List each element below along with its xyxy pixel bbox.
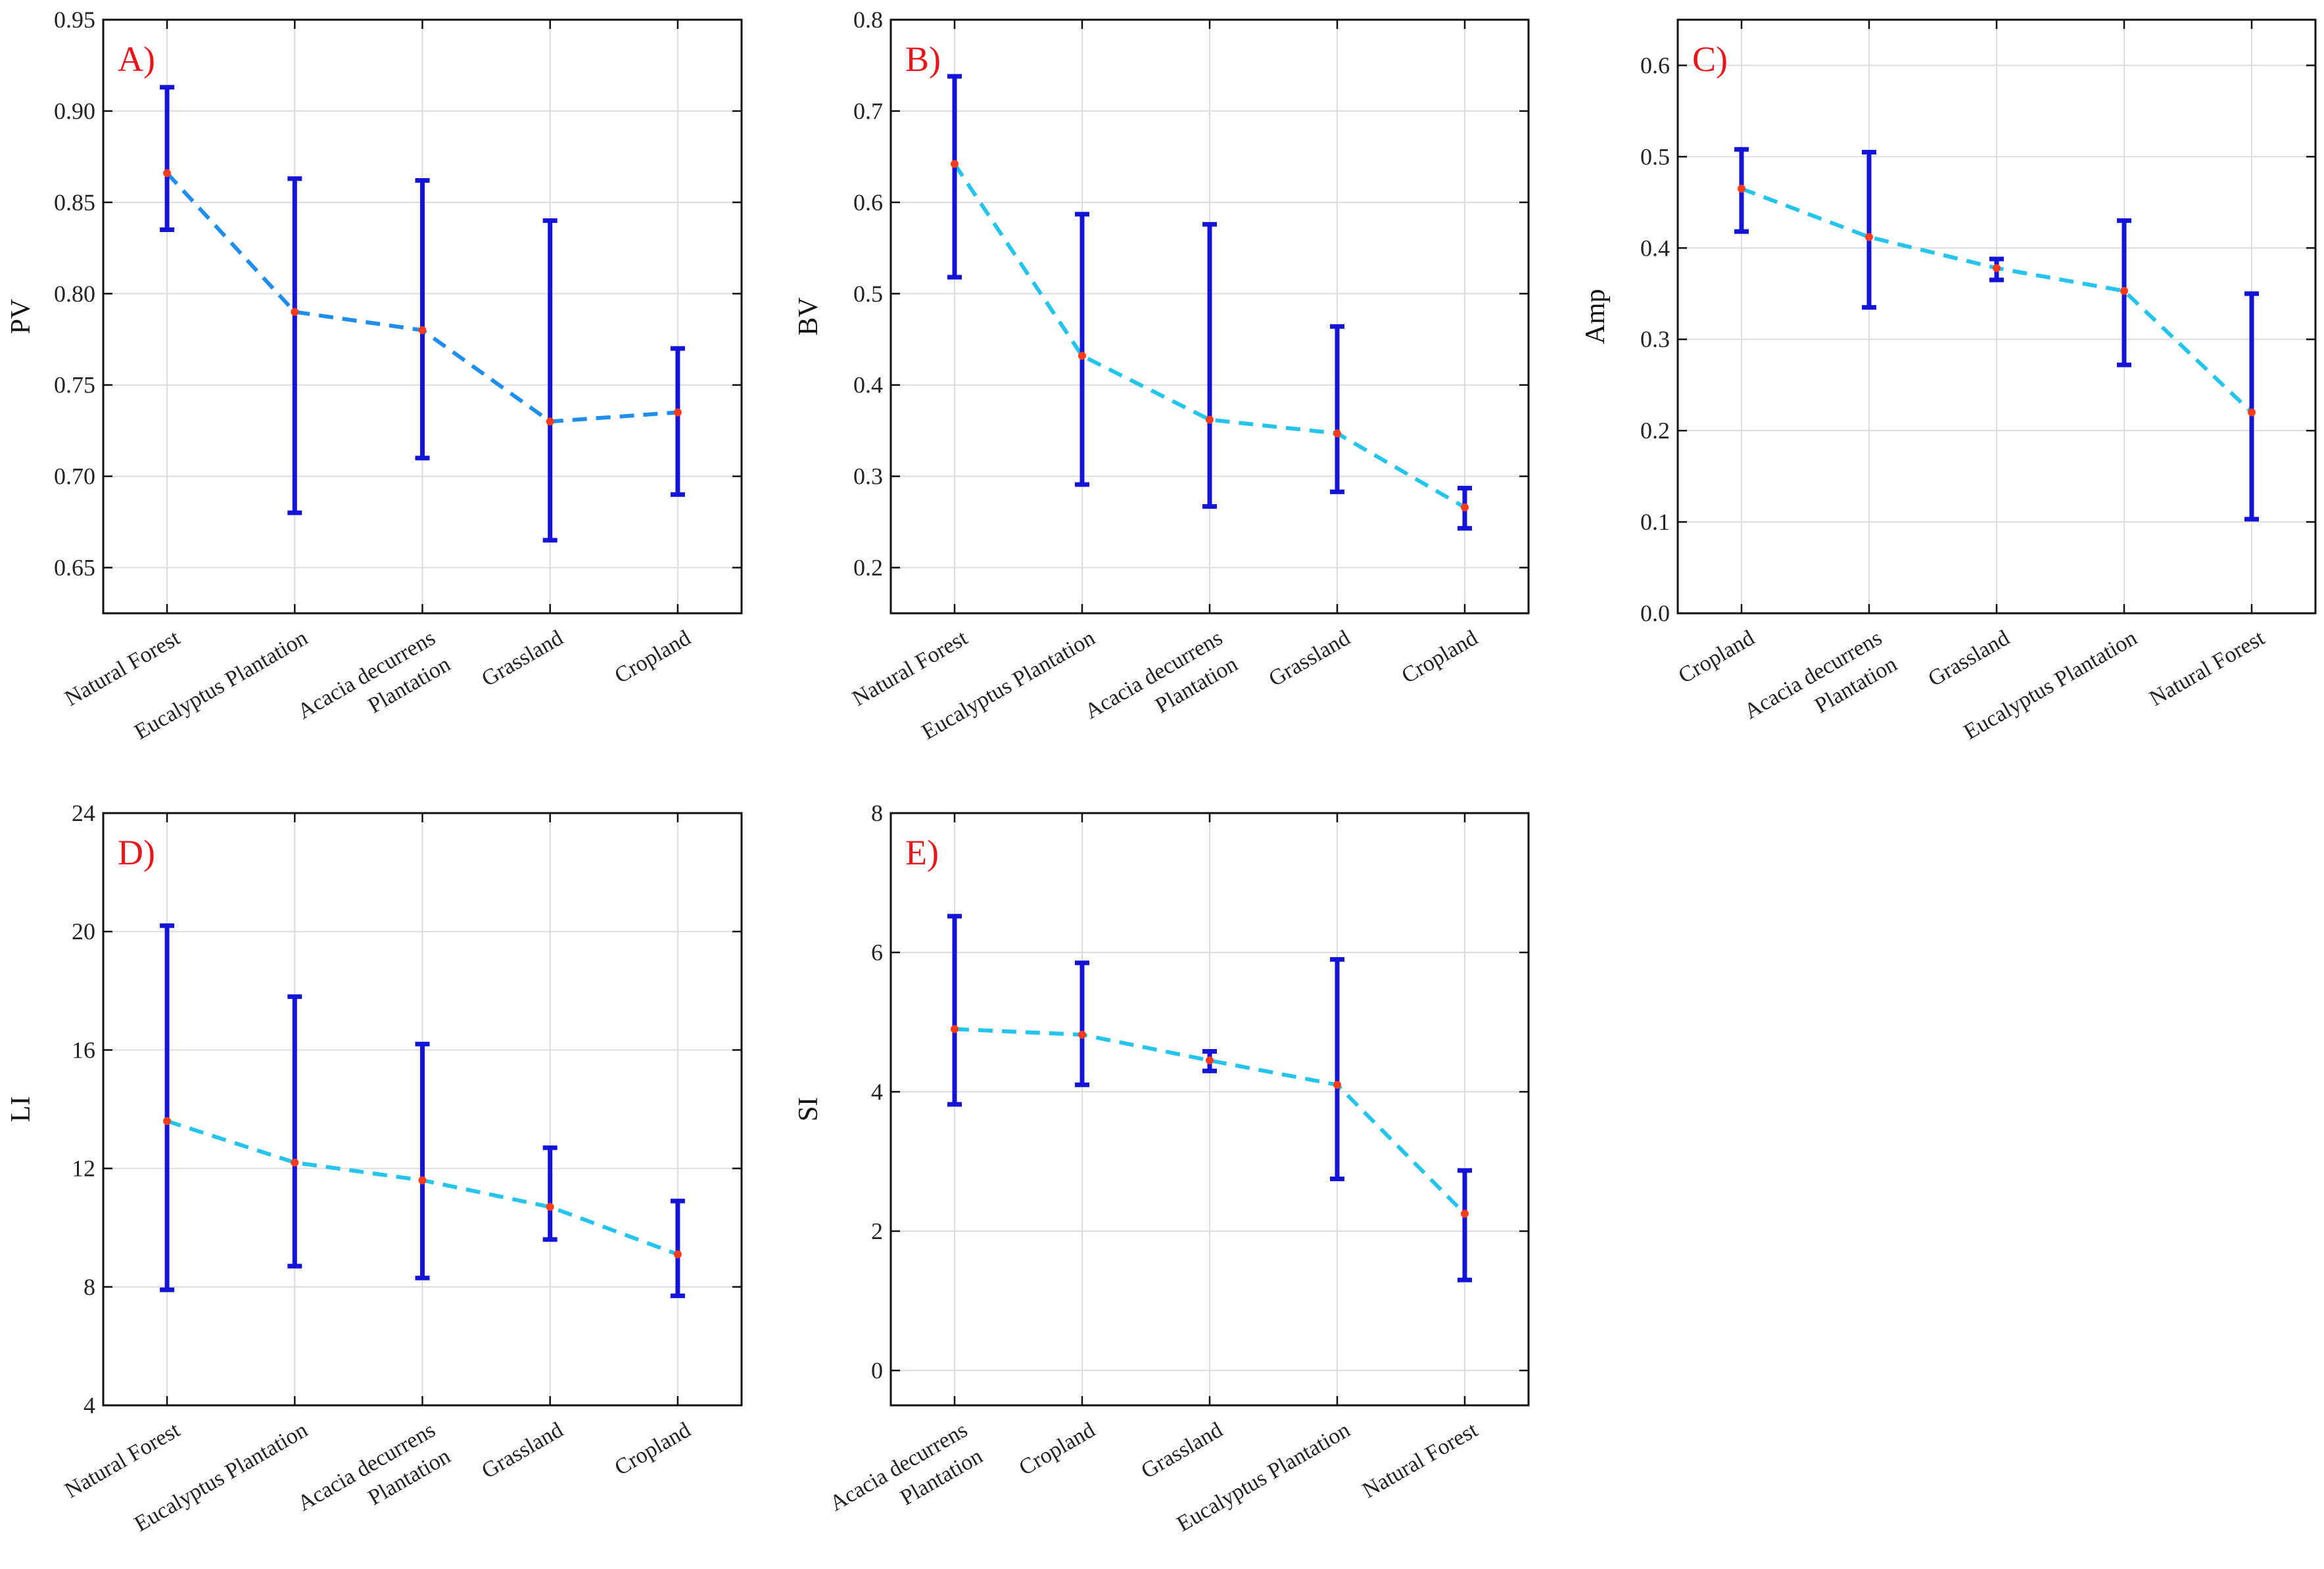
x-category-label: Natural Forest [848,626,972,711]
y-tick-label: 0.70 [54,463,95,490]
mean-trend-line [953,162,1466,509]
y-tick-label: 0.8 [853,7,883,33]
y-tick-label: 8 [83,1274,95,1300]
mean-point [418,1176,427,1184]
x-category-label: Cropland [1674,626,1759,688]
y-tick-label: 0.2 [1640,417,1670,444]
x-category-label: Acacia decurrensPlantation [826,1418,987,1542]
y-tick-label: 24 [72,800,95,826]
panel-label: D) [118,833,155,872]
y-tick-label: 0.6 [1640,52,1670,78]
mean-point [1206,415,1214,424]
y-tick-label: 0.5 [1640,143,1670,170]
x-category-label: Natural Forest [60,1418,184,1503]
mean-point [1865,233,1873,241]
y-tick-label: 8 [871,800,883,826]
y-tick-label: 0.6 [853,189,883,216]
panel-label: B) [905,39,941,79]
mean-point [1333,429,1341,438]
y-tick-label: 0.7 [853,98,883,124]
panel-label: C) [1692,39,1728,79]
y-axis-title: Amp [1580,289,1611,344]
x-category-label: Cropland [611,1418,695,1480]
x-category-label: Grassland [477,626,567,691]
mean-point [1993,264,2001,272]
x-category-label: Cropland [1398,626,1482,688]
y-axis-title: SI [794,1097,824,1121]
mean-point [163,169,172,177]
y-tick-label: 0.1 [1640,509,1670,535]
y-tick-label: 0.4 [1640,235,1670,261]
y-tick-label: 0.90 [54,98,95,124]
panel-e: 0 2 4 6 8 Acacia decurrensPlantation Cropland G… [794,800,1530,1542]
panel-label: A) [118,39,155,79]
x-category-label: Acacia decurrensPlantation [1740,626,1901,750]
y-axis-title: BV [794,297,824,335]
mean-point [673,1250,682,1259]
y-tick-label: 0.4 [853,372,883,398]
mean-point [2120,287,2128,295]
x-category-label: Natural Forest [1358,1418,1482,1503]
x-category-label: Acacia decurrensPlantation [293,626,454,750]
x-category-label: Cropland [611,626,695,688]
mean-point [673,408,682,417]
mean-point [1078,1031,1086,1039]
panel-a: 0.65 0.70 0.75 0.80 0.85 0.90 0.95 Natural Fore… [6,7,743,750]
y-tick-label: 16 [72,1037,95,1063]
x-category-label: Cropland [1015,1418,1099,1480]
y-tick-label: 12 [72,1156,95,1182]
x-category-label: Grassland [477,1418,567,1484]
y-tick-label: 0.75 [54,372,95,398]
mean-point [1461,1209,1469,1218]
y-tick-label: 0.2 [853,555,883,581]
y-tick-label: 0 [871,1357,883,1384]
x-category-label: Acacia decurrensPlantation [1081,626,1242,750]
mean-point [1333,1081,1341,1089]
y-tick-label: 4 [871,1079,883,1105]
mean-point [291,1158,299,1167]
y-tick-label: 6 [871,939,883,966]
y-tick-label: 0.3 [853,463,883,490]
mean-point [951,160,959,168]
x-category-label: Grassland [1924,626,2014,691]
mean-point [546,1203,554,1211]
y-tick-label: 0.95 [54,7,95,33]
y-tick-label: 0.80 [54,281,95,307]
y-tick-label: 0.5 [853,281,883,307]
x-category-label: Natural Forest [2145,626,2269,711]
y-tick-label: 0.65 [54,555,95,581]
y-tick-label: 0.0 [1640,600,1670,626]
x-category-label: Grassland [1137,1418,1227,1484]
y-tick-label: 0.3 [1640,326,1670,352]
y-tick-label: 20 [72,918,95,945]
mean-point [546,417,554,426]
mean-trend-line [954,1027,1467,1215]
x-category-label: Acacia decurrensPlantation [293,1418,454,1542]
y-axis-title: LI [6,1096,36,1123]
y-axis-title: PV [6,299,36,335]
mean-point [418,326,427,335]
x-category-label: Natural Forest [60,626,184,711]
mean-point [1738,185,1745,193]
y-tick-label: 4 [83,1392,95,1418]
mean-point [951,1025,959,1033]
mean-point [1078,352,1086,360]
mean-point [2248,408,2256,417]
mean-point [291,308,299,316]
x-category-label: Grassland [1265,626,1354,691]
mean-point [1206,1056,1214,1065]
y-tick-label: 2 [871,1218,883,1244]
mean-point [163,1117,172,1125]
panel-label: E) [905,833,939,872]
mean-point [1461,503,1469,511]
y-tick-label: 0.85 [54,189,95,216]
